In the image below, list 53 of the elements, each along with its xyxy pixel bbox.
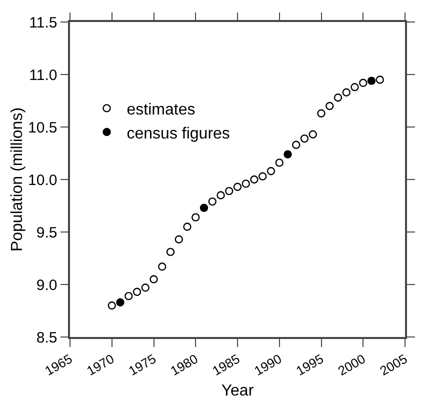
point [242,180,250,188]
point [124,292,133,300]
y-tick-label: 9.5 [36,224,58,242]
x-tick-label: 2000 [335,351,368,379]
point [141,284,150,292]
point [192,213,200,222]
point [250,175,258,184]
legend-label: census figures [126,125,230,142]
x-tick-label: 1990 [252,351,284,379]
y-tick-label: 10.5 [28,119,58,136]
x-tick-label: 1985 [210,351,242,379]
x-tick-label: 1965 [42,351,75,379]
x-tick-label: 1995 [293,351,326,379]
point [292,140,300,149]
point [284,150,292,158]
x-tick-label: 1980 [168,351,200,379]
y-tick-label: 9.0 [36,276,58,294]
point [326,102,334,110]
x-tick-label: 2005 [377,351,410,379]
point [233,182,242,191]
point [300,134,309,143]
point [258,172,267,180]
point [367,76,376,85]
point [334,94,342,102]
point [350,83,359,92]
point [266,167,276,176]
y-tick-label: 11.0 [29,66,58,84]
point [108,301,116,310]
point [150,275,158,284]
y-tick-label: 11.5 [29,14,58,32]
y-tick-label: 8.5 [36,329,58,346]
point [359,78,368,87]
point [308,130,317,138]
point [166,248,175,256]
y-tick-label: 10.0 [28,172,58,189]
point [158,262,166,271]
point [174,235,183,244]
point [317,109,326,118]
point [132,288,142,296]
point [225,186,234,196]
point [116,298,124,306]
point [183,222,192,231]
x-tick-label: 1970 [84,351,117,379]
y-axis-title: Population (millions) [9,107,26,252]
point [216,191,225,200]
point [200,204,208,212]
point [376,76,384,84]
legend-label: estimates [126,101,196,118]
point [208,197,216,206]
x-tick-label: 1975 [126,351,158,379]
point [342,88,350,96]
x-axis-title: Year [221,382,254,400]
point [275,158,284,167]
